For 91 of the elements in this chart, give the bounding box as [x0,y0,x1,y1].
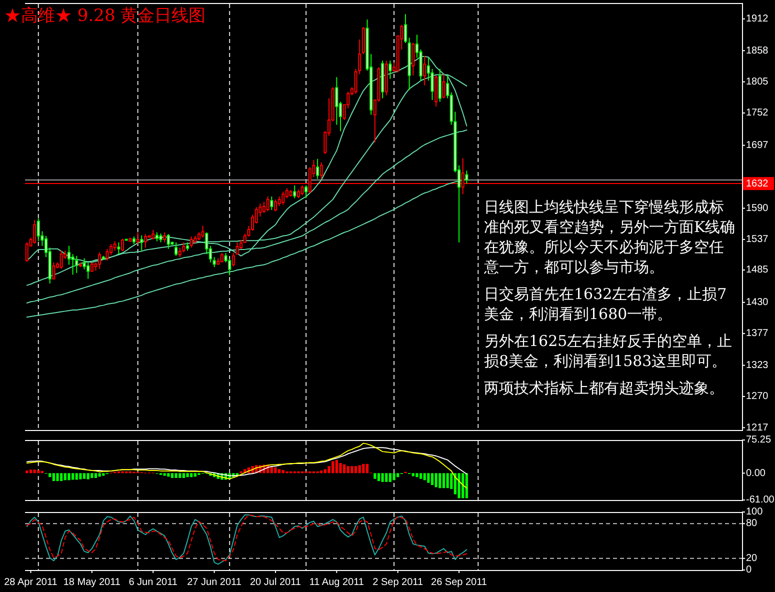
candlestick [442,74,446,99]
ref-line-label: 1632 [746,178,769,190]
candlestick [86,262,90,280]
candlestick [155,232,158,242]
candlestick [190,236,193,248]
x-tick-label: 11 Aug 2011 [309,577,364,588]
candlestick [98,252,102,270]
text: 日线图上均线快线呈下穿慢线形成标准的死叉看空趋势，另外一方面K线确在犹豫。所以今天不必拘泥于多空任意一方，都可以参与市场。 [484,197,736,277]
y-tick-label: 100 [746,506,764,518]
candlestick [90,262,94,272]
candlestick [25,242,28,262]
candlestick [274,198,277,212]
candlestick [182,242,186,253]
candlestick [106,248,109,262]
y-tick-label: 1323 [746,360,769,371]
candlestick [128,237,132,242]
y-tick-label: -61.00 [746,494,775,506]
candlestick [438,68,442,102]
x-tick-label: 27 Jun 2011 [187,577,242,588]
candlestick [186,242,190,252]
candlestick [316,158,320,180]
y-tick-label: 1805 [746,76,769,88]
candlestick [289,190,292,197]
x-tick-label: 6 Jun 2011 [128,577,178,588]
candlestick [266,196,270,212]
candlestick [282,191,285,206]
candlestick [381,60,384,99]
candlestick [174,242,178,256]
candlestick [33,220,36,244]
y-tick-label: 1485 [746,264,769,276]
x-tick-label: 2 Sep 2011 [372,577,424,588]
y-tick-label: 80 [746,518,758,530]
candlestick [124,238,128,242]
candlestick [404,14,407,44]
x-tick-label: 18 May 2011 [63,577,121,588]
candlestick [388,60,392,80]
candlestick [194,235,197,244]
y-tick-label: 1912 [746,14,769,25]
candlestick [465,170,468,184]
candlestick [52,262,56,280]
y-tick-label: 20 [746,553,758,564]
candlestick [270,196,274,211]
candlestick [159,233,162,243]
x-tick-label: 20 Jul 2011 [250,577,302,588]
candlestick [60,250,63,270]
text: 另外在1625左右挂好反手的空单，止损8美金，利润看到1583这里即可。 [484,331,734,371]
candlestick [75,255,78,274]
candlestick [36,218,40,242]
candlestick [220,252,224,263]
y-tick-label: 1858 [746,45,769,56]
candlestick [166,234,170,250]
candlestick [304,184,308,199]
candlestick [78,262,82,268]
candlestick [423,55,426,86]
candlestick [201,225,204,238]
candlestick [412,42,415,76]
candlestick [212,256,216,268]
candlestick [121,238,124,252]
y-tick-label: 1697 [746,140,769,151]
line-series [26,178,468,318]
y-tick-label: 1217 [746,422,769,434]
candlestick [113,240,116,252]
text: 两项技术指标上都有超卖拐头迹象。 [484,378,725,398]
y-tick-label: 1377 [746,328,769,340]
candlestick [320,162,323,180]
x-tick-label: 28 Apr 2011 [4,577,58,588]
text: 日交易首先在1632左右渣多，止损7美金，利润看到1680一带。 [484,284,728,324]
candlestick [152,230,155,240]
x-tick-label: 26 Sep 2011 [431,577,488,588]
y-tick-label: 75.25 [746,434,772,446]
candlestick [408,37,411,91]
y-tick-label: 1270 [746,391,769,402]
candlestick [434,74,438,108]
candlestick [362,26,365,55]
y-tick-label: 1537 [746,234,769,246]
chart-title: ★高维★ 9.28 黄金日线图 [4,6,206,26]
y-tick-label: 1590 [746,202,769,214]
y-tick-label: 1430 [746,297,769,308]
candlestick [136,232,140,245]
y-tick-label: 0.00 [746,468,766,479]
candlestick [293,184,296,199]
y-tick-label: 1752 [746,108,769,119]
candlestick [384,60,388,96]
candlestick [296,188,300,199]
candlestick [140,234,144,252]
candlestick [102,255,105,260]
y-tick-label: 0 [746,564,752,576]
candlestick [132,236,136,245]
candlestick [117,242,120,255]
candlestick [163,232,166,243]
candlestick [144,234,147,248]
